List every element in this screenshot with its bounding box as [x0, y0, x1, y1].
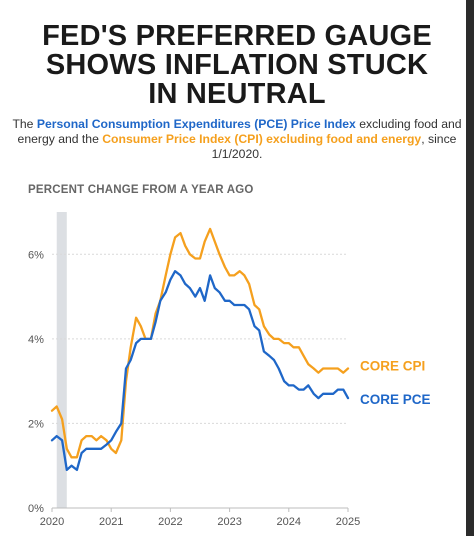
subtitle-text-1: The: [12, 117, 37, 131]
core-pce-label: CORE PCE: [360, 392, 431, 407]
core-pce-line: [50, 270, 350, 472]
x-tick-labels: 2020 2021 2022 2023 2024 2025: [40, 516, 360, 528]
window-edge: [466, 0, 474, 536]
y-tick-label-2: 2%: [28, 418, 44, 430]
core-cpi-line: [50, 227, 350, 459]
subtitle-text-3: , since 1/1/2020.: [211, 132, 457, 161]
series-labels: CORE CPI CORE PCE: [360, 358, 431, 407]
subtitle-pce-name: Personal Consumption Expenditures (PCE) …: [36, 117, 356, 131]
x-tick-label-2023: 2023: [217, 516, 241, 528]
title-line-2: SHOWS INFLATION STUCK: [45, 49, 429, 81]
y-axis-title: PERCENT CHANGE FROM A YEAR AGO: [28, 184, 254, 196]
recession-band: [56, 212, 67, 508]
subtitle-text-2: excluding food and energy and the: [17, 117, 462, 146]
title-line-3: IN NEUTRAL: [148, 78, 326, 110]
line-chart: 0% 2% 4% 6% 2020 2021 2022 2023 2024 2025 CORE C…: [28, 212, 431, 528]
gridlines: [51, 253, 349, 512]
x-tick-label-2021: 2021: [99, 516, 123, 528]
subtitle-cpi-name: Consumer Price Index (CPI) excluding foo…: [102, 132, 422, 146]
series-lines: [50, 227, 350, 472]
x-tick-label-2022: 2022: [158, 516, 182, 528]
chart-subtitle: The Personal Consumption Expenditures (P…: [0, 117, 474, 162]
y-tick-label-6: 6%: [28, 249, 44, 261]
y-tick-label-0: 0%: [28, 503, 44, 515]
y-tick-label-4: 4%: [28, 334, 44, 346]
x-tick-label-2025: 2025: [336, 516, 360, 528]
recession-band-group: [56, 212, 67, 508]
chart-title: FED'S PREFERRED GAUGE SHOWS INFLATION ST…: [0, 22, 474, 109]
x-tick-label-2024: 2024: [277, 516, 301, 528]
x-tick-label-2020: 2020: [40, 516, 64, 528]
title-line-1: FED'S PREFERRED GAUGE: [42, 20, 432, 52]
core-cpi-label: CORE CPI: [360, 358, 425, 373]
y-tick-labels: 0% 2% 4% 6%: [28, 249, 44, 515]
